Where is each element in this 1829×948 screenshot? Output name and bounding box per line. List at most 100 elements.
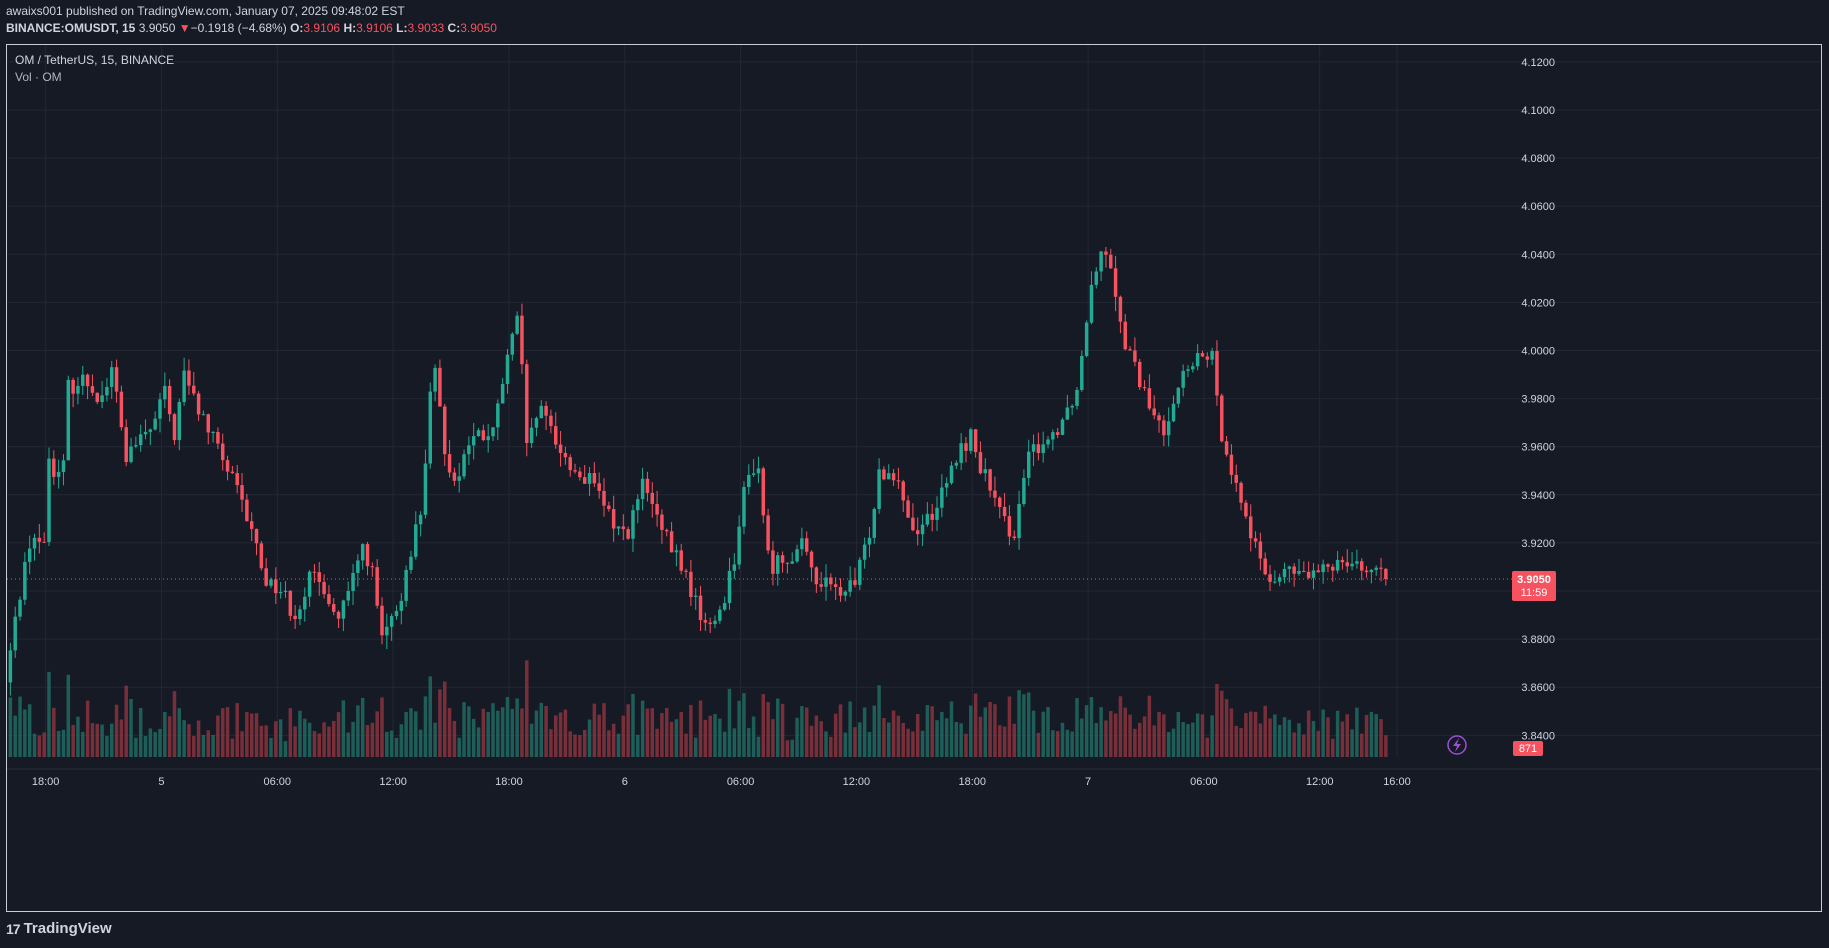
candle-body[interactable]: [385, 626, 389, 636]
candle-body[interactable]: [1200, 353, 1205, 357]
candle-body[interactable]: [467, 445, 471, 455]
candle-body[interactable]: [862, 544, 867, 560]
candle-body[interactable]: [698, 595, 703, 621]
candle-body[interactable]: [766, 515, 770, 551]
candle-body[interactable]: [800, 538, 804, 550]
candle-body[interactable]: [969, 429, 973, 451]
candle-body[interactable]: [225, 460, 230, 472]
candle-body[interactable]: [621, 526, 626, 530]
candle-body[interactable]: [790, 561, 794, 564]
candle-body[interactable]: [920, 524, 925, 535]
candle-body[interactable]: [1302, 570, 1306, 572]
candle-body[interactable]: [269, 579, 273, 586]
candle-body[interactable]: [1340, 559, 1345, 563]
candle-body[interactable]: [616, 526, 621, 529]
candle-body[interactable]: [520, 315, 524, 365]
candle-body[interactable]: [95, 392, 99, 403]
candle-body[interactable]: [500, 383, 505, 404]
candle-body[interactable]: [1176, 387, 1181, 404]
candle-body[interactable]: [877, 469, 881, 510]
candle-body[interactable]: [61, 460, 66, 473]
candle-body[interactable]: [1128, 349, 1132, 351]
candle-body[interactable]: [626, 529, 630, 539]
candle-body[interactable]: [742, 487, 746, 527]
candle-body[interactable]: [346, 590, 350, 601]
candle-body[interactable]: [322, 581, 326, 595]
candle-body[interactable]: [722, 603, 727, 610]
candle-body[interactable]: [1359, 561, 1364, 571]
candle-body[interactable]: [529, 427, 534, 444]
candle-body[interactable]: [925, 513, 930, 525]
candle-body[interactable]: [399, 600, 404, 611]
lightning-icon[interactable]: [1447, 735, 1467, 755]
candle-body[interactable]: [423, 463, 428, 515]
candle-body[interactable]: [365, 544, 370, 567]
candle-body[interactable]: [558, 444, 563, 453]
candle-body[interactable]: [52, 458, 56, 477]
candle-body[interactable]: [293, 615, 297, 620]
candle-body[interactable]: [447, 454, 452, 473]
candle-body[interactable]: [1326, 564, 1330, 567]
candle-body[interactable]: [867, 537, 872, 545]
candle-body[interactable]: [138, 434, 143, 446]
candle-body[interactable]: [42, 541, 46, 543]
candle-body[interactable]: [1224, 441, 1229, 455]
candle-body[interactable]: [780, 555, 785, 563]
candle-body[interactable]: [1109, 254, 1113, 269]
candle-body[interactable]: [1253, 538, 1258, 542]
candle-body[interactable]: [1195, 353, 1200, 367]
candle-body[interactable]: [587, 473, 592, 484]
chart-frame[interactable]: [6, 44, 1822, 912]
candle-body[interactable]: [1123, 321, 1127, 350]
candle-body[interactable]: [206, 414, 210, 433]
candle-body[interactable]: [27, 548, 32, 562]
candle-body[interactable]: [655, 503, 659, 515]
candle-body[interactable]: [563, 452, 568, 458]
candle-body[interactable]: [578, 471, 582, 478]
candle-body[interactable]: [216, 431, 220, 444]
candle-body[interactable]: [1191, 366, 1195, 370]
candle-body[interactable]: [819, 584, 823, 587]
candle-body[interactable]: [230, 471, 235, 474]
candle-body[interactable]: [1186, 369, 1190, 371]
candle-body[interactable]: [853, 580, 857, 585]
candle-body[interactable]: [597, 483, 601, 491]
candle-body[interactable]: [418, 514, 423, 525]
candle-body[interactable]: [988, 469, 992, 491]
candle-body[interactable]: [1171, 403, 1176, 422]
candle-body[interactable]: [409, 556, 413, 570]
candle-body[interactable]: [452, 472, 457, 481]
candle-body[interactable]: [973, 429, 978, 453]
candle-body[interactable]: [1263, 558, 1267, 575]
candle-body[interactable]: [1022, 477, 1026, 505]
candle-body[interactable]: [795, 549, 799, 562]
candle-body[interactable]: [114, 367, 119, 392]
candle-body[interactable]: [539, 405, 544, 419]
candle-body[interactable]: [1147, 388, 1152, 409]
candle-body[interactable]: [105, 386, 109, 396]
candle-body[interactable]: [1248, 516, 1253, 539]
candle-body[interactable]: [1142, 387, 1147, 389]
candle-body[interactable]: [785, 562, 790, 564]
candle-body[interactable]: [843, 591, 848, 596]
candle-body[interactable]: [1210, 351, 1214, 360]
candle-body[interactable]: [196, 393, 201, 415]
candle-body[interactable]: [37, 537, 42, 542]
candle-body[interactable]: [476, 430, 481, 437]
candle-body[interactable]: [689, 571, 693, 597]
candle-body[interactable]: [1239, 482, 1243, 503]
candle-body[interactable]: [636, 499, 640, 511]
candle-body[interactable]: [1316, 570, 1321, 573]
candle-body[interactable]: [303, 596, 307, 610]
candle-body[interactable]: [915, 530, 920, 535]
candle-body[interactable]: [1268, 574, 1272, 582]
candle-body[interactable]: [684, 570, 688, 572]
candle-body[interactable]: [505, 354, 510, 384]
candle-body[interactable]: [341, 600, 346, 619]
candle-body[interactable]: [665, 529, 669, 532]
candle-body[interactable]: [85, 374, 90, 387]
candle-body[interactable]: [177, 402, 182, 441]
candle-body[interactable]: [944, 483, 949, 488]
candle-body[interactable]: [747, 474, 751, 488]
candle-body[interactable]: [158, 399, 162, 419]
